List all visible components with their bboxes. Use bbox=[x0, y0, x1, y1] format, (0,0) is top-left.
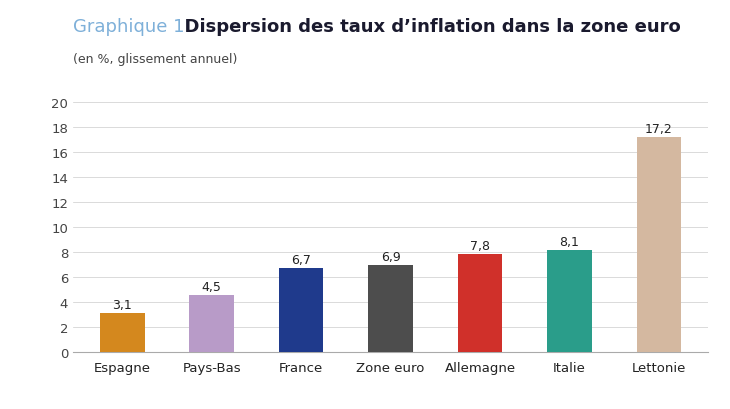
Text: 6,7: 6,7 bbox=[291, 253, 311, 266]
Bar bbox=[279, 268, 323, 352]
Bar bbox=[458, 254, 502, 352]
Text: 8,1: 8,1 bbox=[559, 236, 580, 249]
Text: Graphique 1: Graphique 1 bbox=[73, 18, 185, 36]
Text: 7,8: 7,8 bbox=[470, 240, 490, 253]
Text: (en %, glissement annuel): (en %, glissement annuel) bbox=[73, 53, 237, 66]
Bar bbox=[100, 313, 145, 352]
Text: 4,5: 4,5 bbox=[201, 281, 222, 294]
Text: 6,9: 6,9 bbox=[380, 251, 401, 264]
Text: 3,1: 3,1 bbox=[112, 298, 132, 311]
Bar bbox=[368, 266, 413, 352]
Text: 17,2: 17,2 bbox=[645, 122, 673, 135]
Bar bbox=[547, 251, 592, 352]
Text: Dispersion des taux d’inflation dans la zone euro: Dispersion des taux d’inflation dans la … bbox=[172, 18, 680, 36]
Bar bbox=[637, 137, 681, 352]
Bar bbox=[189, 296, 234, 352]
